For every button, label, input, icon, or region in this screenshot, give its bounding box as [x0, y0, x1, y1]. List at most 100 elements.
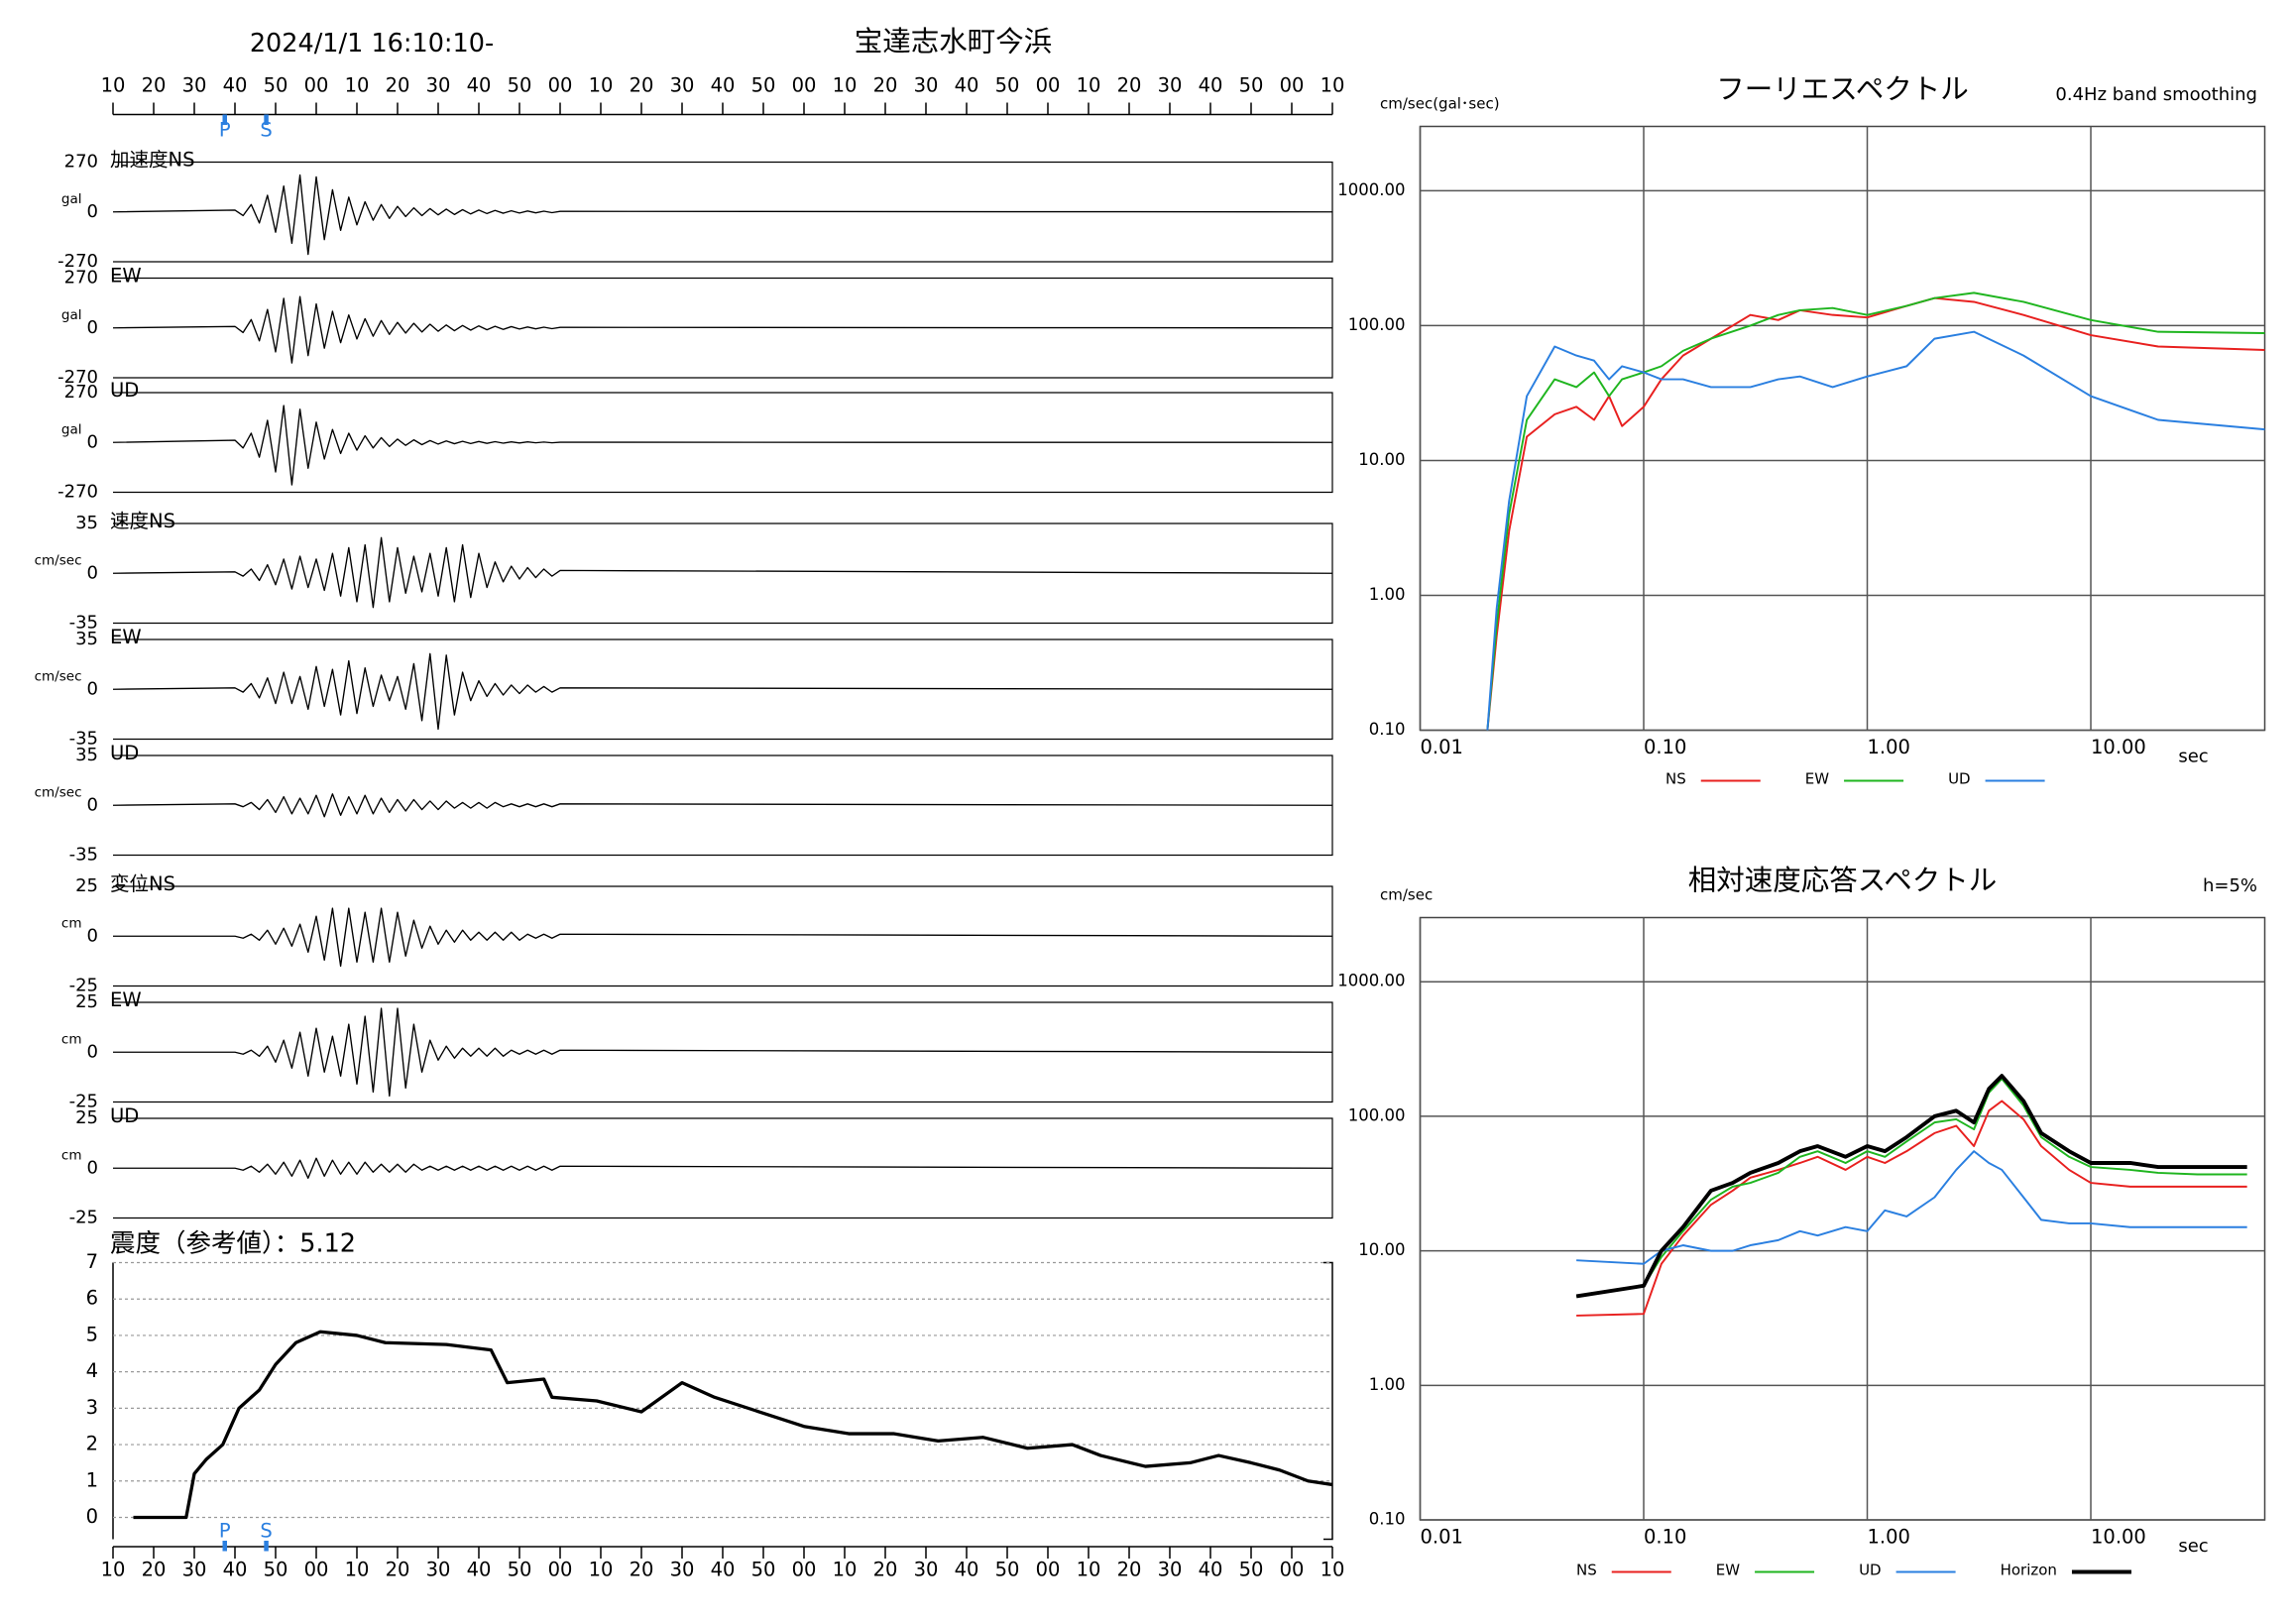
x-tick-label: 10 — [1320, 74, 1345, 97]
y-tick-label: 25 — [75, 1107, 98, 1128]
y-axis-label: cm/sec — [1380, 886, 1433, 904]
legend-label: NS — [1665, 770, 1686, 788]
x-tick-label: 0.10 — [1644, 1526, 1686, 1549]
x-tick-label: 0.01 — [1421, 736, 1463, 758]
y-tick-label: -25 — [69, 1092, 98, 1112]
y-axis-label: cm/sec(gal･sec) — [1380, 95, 1500, 113]
component-label: EW — [110, 988, 142, 1011]
component-label: UD — [110, 742, 139, 764]
x-tick-label: 50 — [995, 74, 1020, 97]
x-tick-label: 00 — [1280, 74, 1305, 97]
legend-label: EW — [1716, 1562, 1740, 1579]
chart-note: h=5% — [2203, 875, 2257, 896]
x-tick-label: 20 — [142, 1559, 167, 1581]
y-tick-label: 0 — [87, 201, 98, 222]
series-line — [1575, 1074, 2247, 1299]
unit-label: cm/sec — [35, 669, 82, 685]
y-tick-label: 270 — [64, 152, 98, 173]
x-tick-label: 20 — [630, 74, 654, 97]
x-tick-label: 50 — [995, 1559, 1020, 1581]
x-tick-label: 40 — [711, 74, 736, 97]
x-axis-label: sec — [2178, 747, 2208, 767]
x-tick-label: 30 — [914, 74, 939, 97]
legend-label: UD — [1859, 1562, 1882, 1579]
x-tick-label: 00 — [1036, 1559, 1061, 1581]
chart-title: フーリエスペクトル — [1716, 73, 1969, 106]
x-tick-label: 00 — [304, 74, 329, 97]
x-tick-label: 40 — [467, 1559, 492, 1581]
y-tick-label: 1 — [86, 1468, 98, 1491]
waveform-trace — [113, 1157, 1333, 1179]
x-tick-label: 20 — [1117, 1559, 1142, 1581]
component-label: EW — [110, 626, 142, 648]
y-tick-label: 0 — [87, 1041, 98, 1062]
y-tick-label: 270 — [64, 382, 98, 403]
y-tick-label: 1000.00 — [1337, 180, 1405, 199]
y-tick-label: 5 — [86, 1323, 98, 1345]
datetime: 2024/1/1 16:10:10- — [250, 29, 494, 58]
x-tick-label: 30 — [670, 74, 695, 97]
y-tick-label: -270 — [57, 251, 98, 272]
y-tick-label: -35 — [69, 613, 98, 634]
x-tick-label: 50 — [264, 1559, 288, 1581]
component-label: UD — [110, 1104, 139, 1127]
x-tick-label: 50 — [1239, 74, 1264, 97]
plot-area — [1486, 291, 2265, 731]
x-tick-label: 40 — [955, 74, 979, 97]
chart-title: 震度（参考値）：5.12 — [110, 1229, 356, 1259]
phase-label: P — [219, 1520, 231, 1543]
x-tick-label: 30 — [426, 74, 451, 97]
x-tick-label: 10 — [1320, 1559, 1345, 1581]
waveform-trace — [112, 793, 1333, 818]
x-tick-label: 50 — [264, 74, 288, 97]
y-tick-label: 35 — [75, 629, 98, 649]
y-tick-label: 100.00 — [1348, 315, 1406, 334]
x-tick-label: 40 — [711, 1559, 736, 1581]
y-tick-label: 0 — [87, 1157, 98, 1178]
component-label: UD — [110, 379, 139, 402]
unit-label: cm — [61, 1032, 82, 1048]
x-tick-label: 10 — [101, 1559, 126, 1581]
y-tick-label: 35 — [75, 513, 98, 533]
x-tick-label: 50 — [751, 74, 776, 97]
y-tick-label: 1000.00 — [1337, 972, 1405, 990]
x-tick-label: 30 — [1158, 74, 1183, 97]
y-tick-label: 0 — [86, 1505, 98, 1528]
x-tick-label: 10 — [833, 74, 858, 97]
x-tick-label: 00 — [792, 1559, 817, 1581]
unit-label: gal — [61, 191, 82, 207]
series-line — [1576, 1100, 2247, 1317]
phase-label: S — [260, 119, 272, 142]
x-tick-label: 20 — [630, 1559, 654, 1581]
x-tick-label: 10 — [345, 74, 370, 97]
x-tick-label: 30 — [1158, 1559, 1183, 1581]
x-tick-label: 10 — [589, 1559, 614, 1581]
y-tick-label: 10.00 — [1358, 1240, 1405, 1259]
waveform-trace — [112, 536, 1333, 609]
y-tick-label: 6 — [86, 1287, 98, 1310]
chart-note: 0.4Hz band smoothing — [2055, 84, 2257, 105]
phase-label: P — [219, 119, 231, 142]
y-tick-label: -270 — [57, 367, 98, 388]
x-tick-label: 30 — [426, 1559, 451, 1581]
x-tick-label: 40 — [467, 74, 492, 97]
y-tick-label: 0 — [87, 431, 98, 452]
waveform-trace — [112, 174, 1333, 256]
x-tick-label: 30 — [914, 1559, 939, 1581]
y-tick-label: 25 — [75, 991, 98, 1012]
component-label: 変位NS — [110, 872, 175, 895]
waveform-trace — [112, 405, 1333, 486]
y-tick-label: 4 — [86, 1359, 98, 1382]
y-tick-label: 25 — [75, 875, 98, 896]
x-tick-label: 40 — [223, 1559, 248, 1581]
x-tick-label: 1.00 — [1868, 736, 1910, 758]
series-line — [1576, 1150, 2247, 1265]
chart-title: 相対速度応答スペクトル — [1688, 865, 1998, 897]
component-label: EW — [110, 265, 142, 288]
y-tick-label: 0 — [87, 678, 98, 699]
x-tick-label: 40 — [955, 1559, 979, 1581]
legend-label: NS — [1576, 1562, 1597, 1579]
